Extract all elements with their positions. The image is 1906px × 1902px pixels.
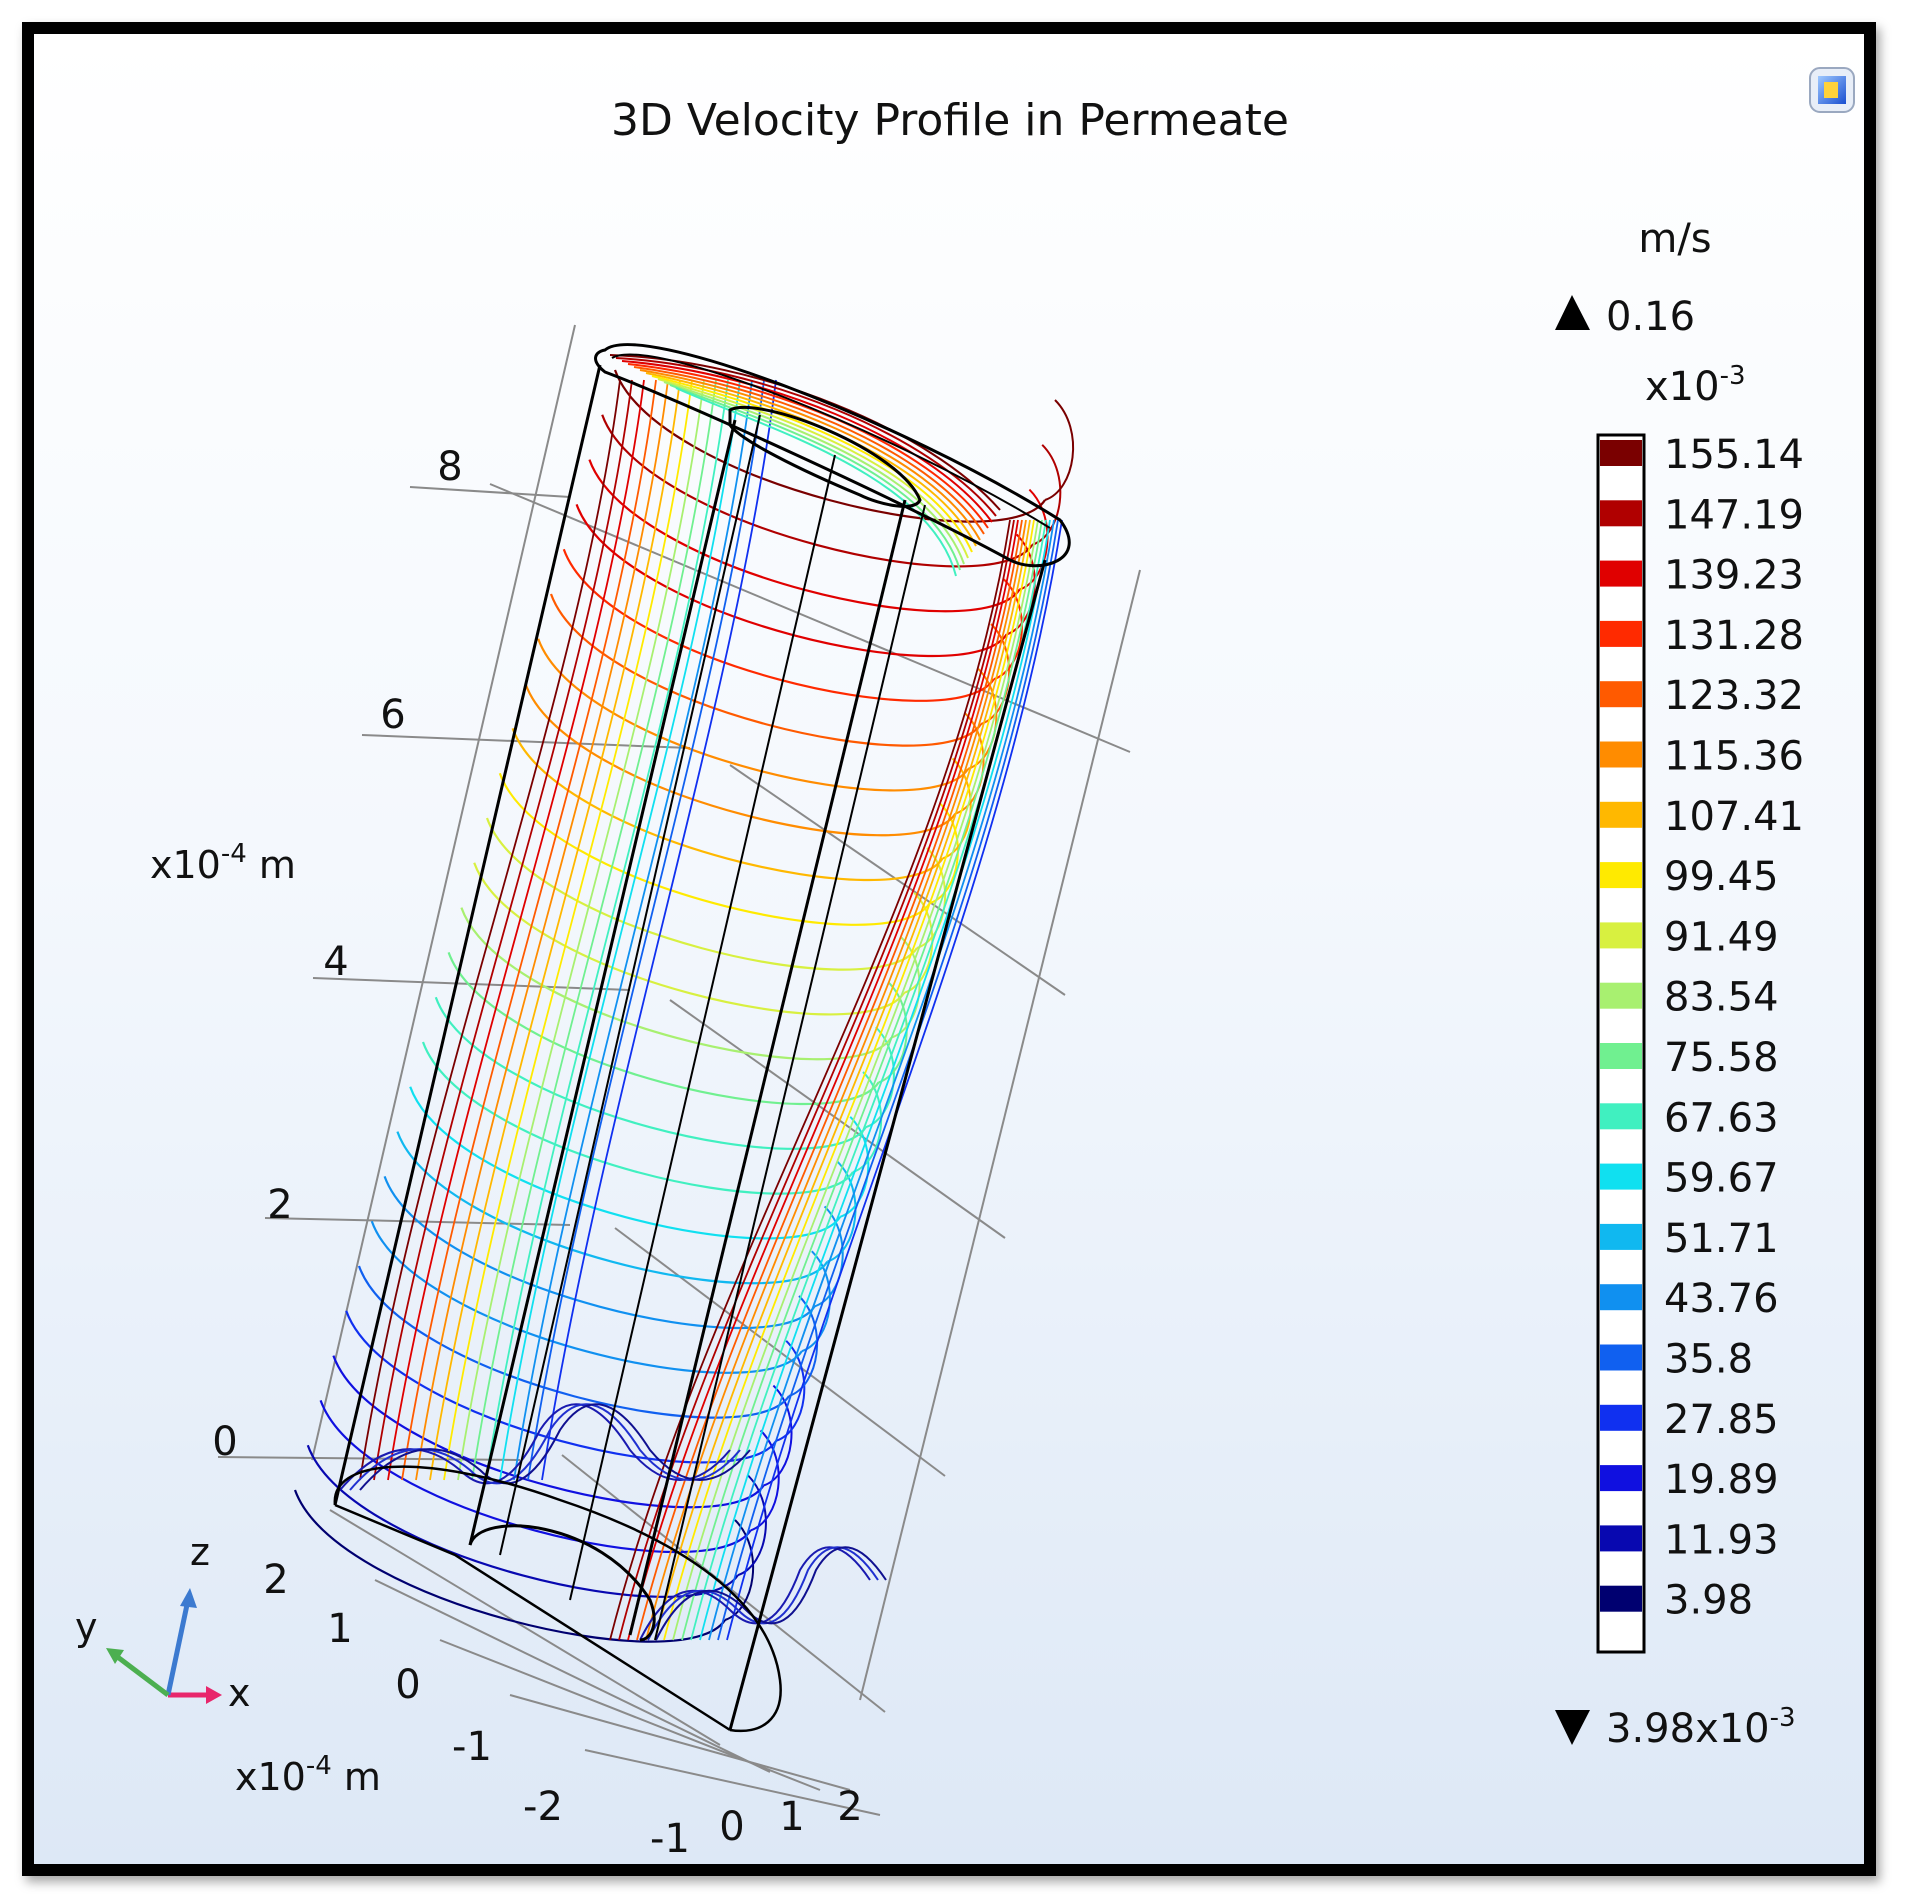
colorbar-tick-label: 99.45 (1664, 854, 1779, 900)
colorbar-tick-label: 155.14 (1664, 432, 1804, 478)
triad-y-label: y (75, 1605, 98, 1649)
colorbar-max-label: 0.16 (1606, 294, 1695, 340)
colorbar-band (1600, 500, 1642, 527)
colorbar-min-label: 3.98x10-3 (1606, 1703, 1796, 1752)
colorbar-tick-label: 19.89 (1664, 1457, 1779, 1503)
triad-x-label: x (228, 1671, 251, 1715)
colorbar-tick-label: 67.63 (1664, 1095, 1779, 1141)
y-arrow-icon (106, 1648, 124, 1664)
plot-frame (22, 22, 1876, 1876)
colorbar: m/s 0.16 x10-3 155.14 147.19 139.23 131.28 1… (1555, 216, 1804, 1752)
colorbar-tick-label: 27.85 (1664, 1397, 1779, 1443)
colorbar-band (1600, 1344, 1642, 1371)
x-tick-label: 0 (719, 1804, 744, 1850)
x-tick-label: 2 (837, 1784, 862, 1830)
colorbar-band (1600, 862, 1642, 889)
chart-title: 3D Velocity Profile in Permeate (611, 95, 1289, 146)
colorbar-tick-label: 59.67 (1664, 1156, 1779, 1202)
colorbar-band (1600, 801, 1642, 828)
min-triangle-icon (1555, 1710, 1590, 1745)
x-tick-label: 1 (779, 1794, 804, 1840)
z-tick-label: 0 (212, 1419, 237, 1465)
colorbar-band (1600, 1585, 1642, 1612)
colorbar-tick-label: 75.58 (1664, 1035, 1779, 1081)
x-arrow-icon (206, 1686, 222, 1704)
colorbar-tick-label: 3.98 (1664, 1578, 1753, 1624)
colorbar-band (1600, 1525, 1642, 1552)
y-tick-label: 2 (263, 1557, 288, 1603)
y-tick-label: -2 (523, 1784, 563, 1830)
colorbar-tick-label: 139.23 (1664, 553, 1804, 599)
colorbar-tick-label: 131.28 (1664, 613, 1804, 659)
colorbar-band (1600, 1163, 1642, 1190)
colorbar-band (1600, 1465, 1642, 1492)
colorbar-tick-label: 43.76 (1664, 1276, 1779, 1322)
axis-triad: x y z (75, 1530, 251, 1715)
colorbar-band (1600, 741, 1642, 768)
y-tick-label: -1 (452, 1724, 492, 1770)
z-tick-label: 4 (323, 939, 348, 985)
colorbar-tick-label: 11.93 (1664, 1517, 1779, 1563)
colorbar-tick-label: 51.71 (1664, 1216, 1779, 1262)
grid-lines (217, 324, 1141, 1816)
colorbar-band (1600, 982, 1642, 1009)
colorbar-band (1600, 440, 1642, 466)
colorbar-band (1600, 1223, 1642, 1250)
svg-text:x10-4 m: x10-4 m (235, 1751, 381, 1799)
z-arrow-icon (180, 1588, 197, 1608)
colorbar-band (1600, 922, 1642, 949)
max-triangle-icon (1555, 295, 1590, 330)
x-tick-label: -1 (650, 1816, 690, 1862)
colorbar-tick-label: 115.36 (1664, 734, 1804, 780)
y-tick-label: 0 (395, 1662, 420, 1708)
colorbar-tick-label: 35.8 (1664, 1337, 1753, 1383)
z-axis-unit: x10-4 m (150, 839, 296, 887)
colorbar-unit: m/s (1638, 216, 1711, 262)
z-tick-label: 2 (267, 1182, 292, 1228)
triad-z-label: z (190, 1530, 210, 1574)
z-tick-label: 6 (380, 692, 405, 738)
app-logo-icon (1809, 67, 1855, 113)
y-axis-unit: x10-4 m (235, 1751, 381, 1799)
contour-lines (293, 354, 1075, 1643)
z-tick-label: 8 (437, 444, 462, 490)
colorbar-scale-label: x10-3 (1645, 361, 1746, 410)
colorbar-tick-label: 91.49 (1664, 914, 1779, 960)
colorbar-tick-label: 147.19 (1664, 492, 1804, 538)
y-tick-label: 1 (327, 1606, 352, 1652)
colorbar-band (1600, 1043, 1642, 1069)
colorbar-tick-label: 83.54 (1664, 975, 1779, 1021)
geometry-edges (333, 343, 1071, 1733)
colorbar-band (1600, 560, 1642, 587)
colorbar-band (1600, 1103, 1642, 1130)
colorbar-band (1600, 681, 1642, 708)
colorbar-band (1600, 1404, 1642, 1431)
svg-text:x10-4 m: x10-4 m (150, 839, 296, 887)
colorbar-tick-label: 123.32 (1664, 673, 1804, 719)
colorbar-band (1600, 620, 1642, 647)
colorbar-band (1600, 1284, 1642, 1311)
colorbar-tick-label: 107.41 (1664, 794, 1804, 840)
